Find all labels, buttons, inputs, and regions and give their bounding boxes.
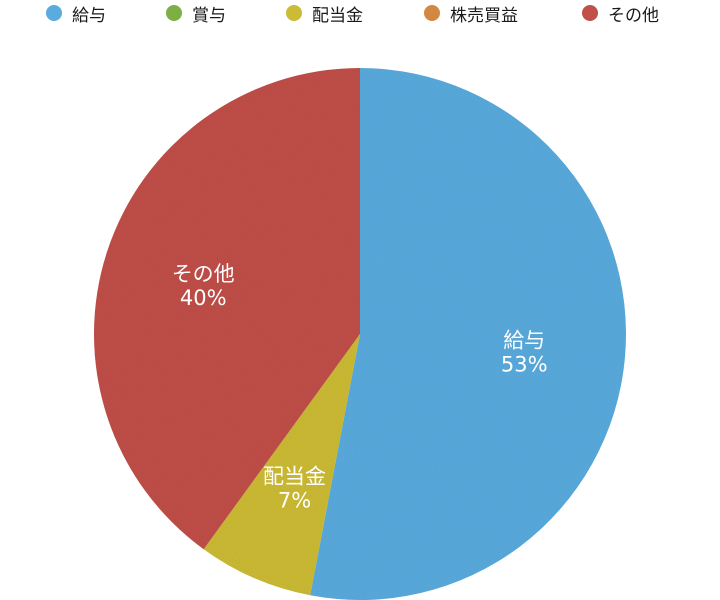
legend-item-kabubaibaieki: 株売買益 xyxy=(424,2,518,26)
pie-label-percent: 40% xyxy=(180,286,227,310)
pie-label-0: 給与 53% xyxy=(501,329,548,377)
pie-labels: 給与 53% 配当金 7% その他 40% xyxy=(172,262,548,512)
pie-label-name: 配当金 xyxy=(263,464,326,488)
legend-label-haitokin: 配当金 xyxy=(312,5,363,26)
pie-label-percent: 53% xyxy=(501,353,548,377)
pie-label-name: 給与 xyxy=(503,329,545,353)
legend-swatch-haitokin xyxy=(286,5,302,21)
pie-slices xyxy=(93,68,626,600)
chart-legend: 給与 賞与 配当金 株売買益 その他 xyxy=(0,0,720,26)
pie-slice-0 xyxy=(310,68,626,600)
legend-label-kabubaibaieki: 株売買益 xyxy=(450,5,518,26)
pie-label-2: 配当金 7% xyxy=(263,464,326,512)
legend-item-kyuyo: 給与 xyxy=(46,2,106,26)
legend-swatch-kabubaibaieki xyxy=(424,5,440,21)
legend-item-sonota: その他 xyxy=(582,2,659,26)
pie-label-percent: 7% xyxy=(278,488,311,512)
pie-label-4: その他 40% xyxy=(172,262,235,310)
legend-label-shoyo: 賞与 xyxy=(192,5,226,26)
legend-item-shoyo: 賞与 xyxy=(166,2,226,26)
pie-slice-4 xyxy=(93,68,360,550)
legend-item-haitokin: 配当金 xyxy=(286,2,363,26)
legend-swatch-shoyo xyxy=(166,5,182,21)
pie-label-name: その他 xyxy=(172,262,235,286)
legend-label-kyuyo: 給与 xyxy=(72,5,106,26)
legend-swatch-sonota xyxy=(582,5,598,21)
legend-swatch-kyuyo xyxy=(46,5,62,21)
legend-label-sonota: その他 xyxy=(608,5,659,26)
pie-slice-2 xyxy=(203,334,360,596)
